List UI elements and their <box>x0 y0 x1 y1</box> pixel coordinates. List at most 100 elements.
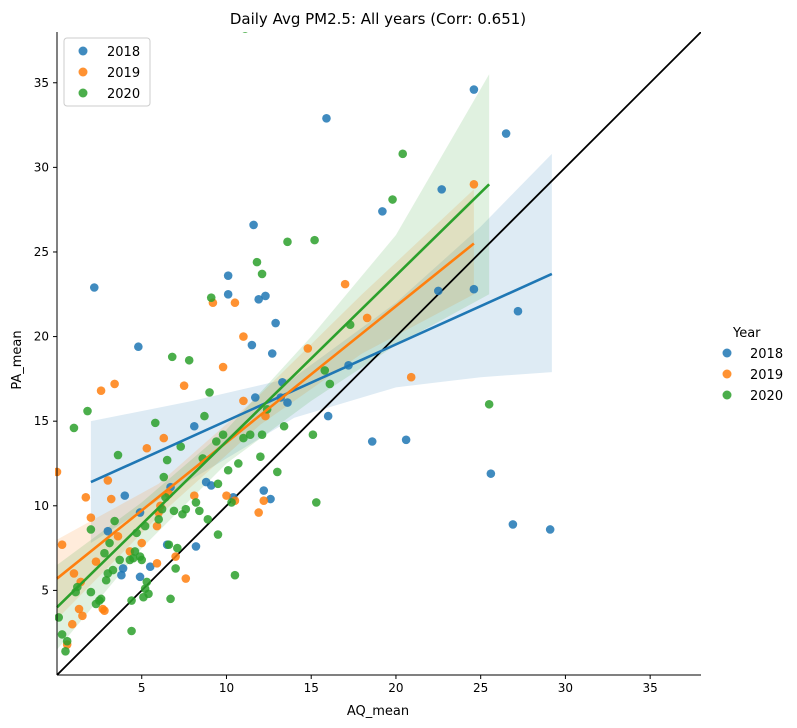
x-axis-ticks: 5 10 15 20 25 30 35 <box>138 675 658 695</box>
point-2020 <box>57 630 67 639</box>
point-2020 <box>203 515 213 524</box>
point-2018 <box>261 291 270 301</box>
point-2018 <box>120 491 130 500</box>
y-tick-label: 20 <box>34 330 49 344</box>
point-2020 <box>61 647 70 656</box>
point-2020 <box>164 540 174 550</box>
point-2020 <box>166 594 175 604</box>
point-2020 <box>55 613 63 622</box>
point-2019 <box>78 611 87 621</box>
point-2018 <box>206 481 216 490</box>
point-2018 <box>501 129 511 138</box>
inner-legend-label-2020: 2020 <box>107 87 140 102</box>
point-2018 <box>437 185 447 194</box>
point-2018 <box>134 342 143 352</box>
point-2018 <box>223 271 233 280</box>
point-2020 <box>230 570 240 580</box>
point-2020 <box>86 587 96 597</box>
point-2019 <box>230 298 240 308</box>
identity-line-group <box>56 32 701 675</box>
point-2018 <box>223 289 233 299</box>
point-2018 <box>89 283 99 292</box>
point-2019 <box>159 433 169 443</box>
point-2018 <box>189 421 199 431</box>
point-2020 <box>256 452 265 462</box>
point-2018 <box>259 486 269 495</box>
inner-legend-label-2018: 2018 <box>107 45 140 60</box>
outer-legend-label-2018: 2018 <box>750 347 783 362</box>
inner-legend-marker-2019 <box>78 67 88 77</box>
x-tick-label: 35 <box>643 681 658 695</box>
inner-legend-frame <box>63 37 151 107</box>
inner-legend-marker-2018 <box>78 46 88 56</box>
point-2020 <box>191 498 201 507</box>
point-2020 <box>242 32 248 33</box>
point-2020 <box>115 555 125 565</box>
point-2020 <box>83 406 92 416</box>
point-2018 <box>323 411 333 421</box>
point-2018 <box>283 398 292 407</box>
y-tick-label: 5 <box>41 583 49 597</box>
point-2020 <box>223 465 233 475</box>
point-2020 <box>108 565 118 575</box>
point-2018 <box>118 564 128 573</box>
point-2020 <box>62 636 72 646</box>
point-2020 <box>142 577 152 587</box>
y-tick-label: 30 <box>34 160 49 174</box>
point-2018 <box>135 572 145 582</box>
point-2020 <box>311 498 321 507</box>
point-2020 <box>257 269 267 279</box>
fit-line-2019 <box>56 242 475 580</box>
point-2019 <box>218 362 228 372</box>
point-2019 <box>171 552 180 561</box>
point-2019 <box>57 540 67 550</box>
point-2020 <box>283 237 292 247</box>
point-2020 <box>195 506 204 516</box>
point-2019 <box>96 386 106 396</box>
point-2018 <box>103 526 113 536</box>
point-2020 <box>234 459 243 468</box>
point-2018 <box>486 469 496 478</box>
point-2018 <box>266 494 275 504</box>
point-2020 <box>167 352 177 362</box>
y-tick-label: 10 <box>34 499 49 513</box>
outer-legend-label-2019: 2019 <box>750 368 783 383</box>
point-2018 <box>254 295 263 304</box>
x-tick-label: 10 <box>219 681 234 695</box>
point-2020 <box>154 515 163 524</box>
point-2019 <box>239 332 248 341</box>
point-2020 <box>213 479 223 489</box>
point-2018 <box>247 340 257 350</box>
point-2020 <box>127 596 136 605</box>
legend-title: Year <box>732 326 761 341</box>
point-2020 <box>279 421 289 431</box>
point-2019 <box>74 604 84 614</box>
point-2019 <box>179 381 189 390</box>
point-2020 <box>213 530 223 539</box>
identity-line <box>56 32 701 675</box>
point-2020 <box>159 472 169 482</box>
x-tick-label: 20 <box>388 681 403 695</box>
point-2019 <box>362 313 372 323</box>
point-2019 <box>86 513 96 522</box>
point-2020 <box>150 418 160 428</box>
x-tick-label: 30 <box>558 681 573 695</box>
y-tick-label: 25 <box>34 245 49 259</box>
point-2018 <box>271 318 280 328</box>
point-2020 <box>181 504 191 514</box>
point-2020 <box>162 455 172 465</box>
point-2018 <box>469 85 479 94</box>
point-2020 <box>388 195 397 204</box>
point-2020 <box>239 433 248 443</box>
outer-legend: Year 2018 2019 2020 <box>722 326 783 404</box>
point-2019 <box>142 443 152 453</box>
outer-legend-marker-2018 <box>722 348 732 358</box>
axes <box>56 32 701 676</box>
point-2020 <box>484 399 494 409</box>
point-2018 <box>117 570 126 580</box>
x-tick-label: 5 <box>138 681 146 695</box>
point-2018 <box>145 562 155 572</box>
point-2019 <box>469 179 479 189</box>
point-2020 <box>320 366 330 375</box>
